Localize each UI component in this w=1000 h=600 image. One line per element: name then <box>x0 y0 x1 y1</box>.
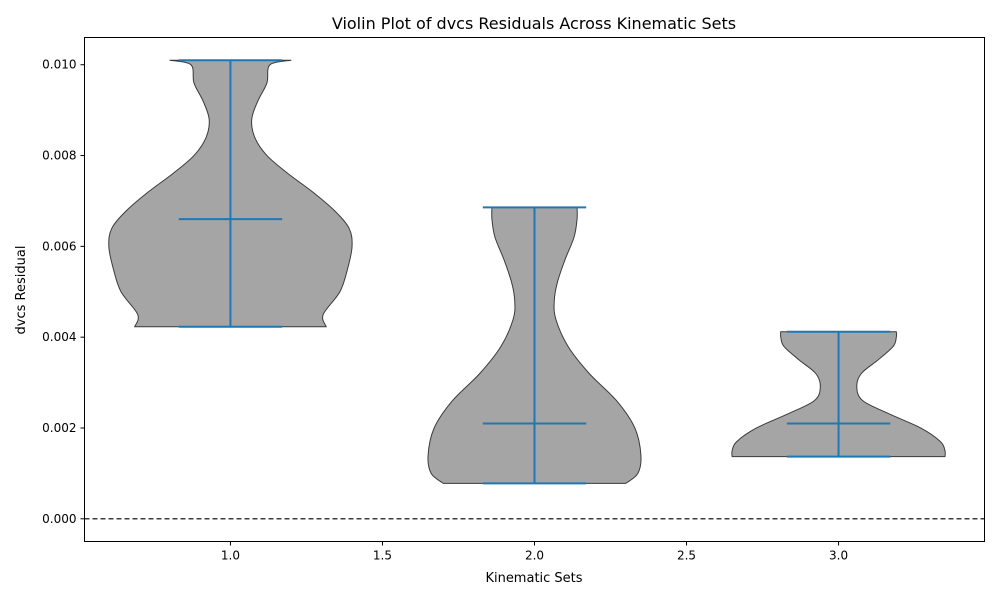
x-tick-label: 1.0 <box>221 549 240 563</box>
axes: 1.0 1.5 2.0 2.5 3.0 0.000 0.002 0.004 0.006 0.008… <box>42 58 848 563</box>
x-tick-label: 3.0 <box>829 549 848 563</box>
chart-title: Violin Plot of dvcs Residuals Across Kin… <box>332 14 736 33</box>
violin-1 <box>108 59 353 328</box>
x-tick-label: 2.0 <box>525 549 544 563</box>
violin-3 <box>731 330 946 458</box>
violin-2 <box>427 206 642 485</box>
y-tick-label: 0.004 <box>42 330 76 344</box>
y-tick-label: 0.010 <box>42 58 76 72</box>
y-tick-label: 0.002 <box>42 421 76 435</box>
y-tick-label: 0.008 <box>42 149 76 163</box>
y-tick-label: 0.006 <box>42 239 76 253</box>
x-tick-label: 1.5 <box>373 549 392 563</box>
y-axis-label: dvcs Residual <box>14 246 29 335</box>
plot-area <box>84 59 985 520</box>
y-tick-label: 0.000 <box>42 512 76 526</box>
x-axis-label: Kinematic Sets <box>485 571 582 586</box>
x-tick-label: 2.5 <box>677 549 696 563</box>
